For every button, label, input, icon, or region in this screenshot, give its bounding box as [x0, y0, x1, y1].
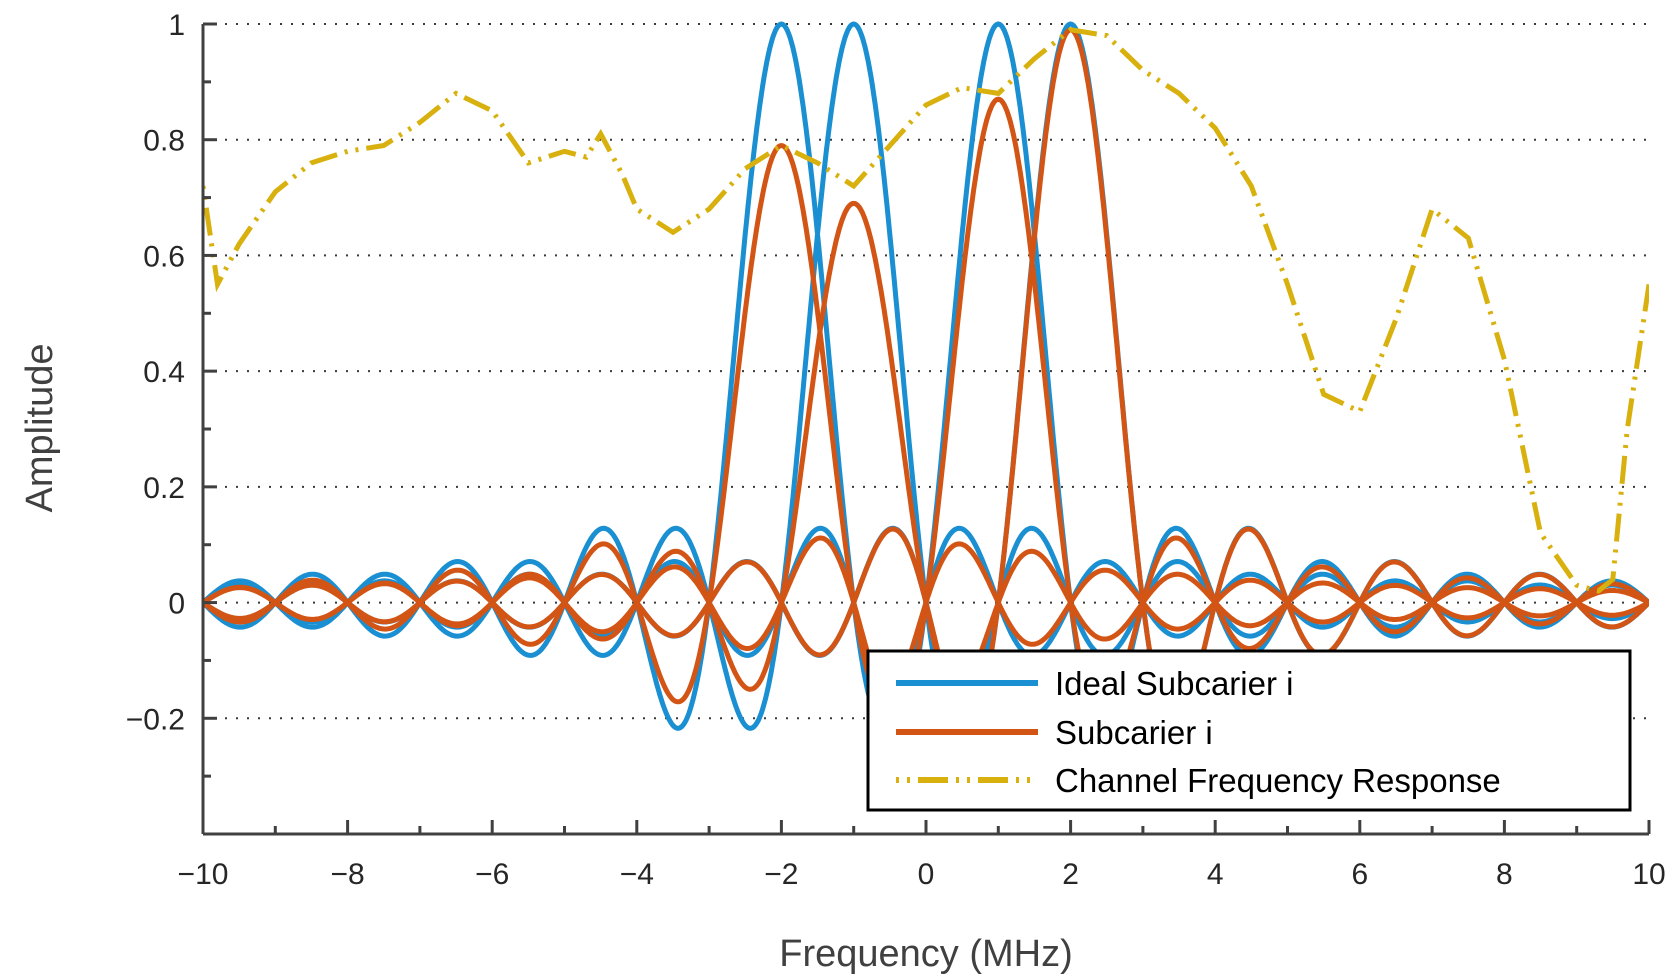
x-tick-label: −6 [475, 858, 509, 891]
x-tick-label: −8 [330, 858, 364, 891]
x-tick-label: −4 [620, 858, 654, 891]
ideal-subcarrier-line [203, 21, 1649, 731]
x-tick-label: 2 [1062, 858, 1079, 891]
legend: Ideal Subcarier i Subcarier i Channel Fr… [866, 649, 1632, 812]
axes: −10 −8 −6 −4 −2 0 2 4 6 8 10 −0.2 0 0.2 0.4 0.6 0.8 1 [126, 9, 1666, 891]
x-tick-label: −10 [178, 858, 229, 891]
y-tick-label: 0.6 [143, 240, 185, 273]
ideal-subcarrier-line [203, 21, 1649, 731]
legend-label-received: Subcarier i [1055, 714, 1213, 751]
x-tick-label: 6 [1351, 858, 1368, 891]
legend-label-channel: Channel Frequency Response [1055, 762, 1501, 799]
y-tick-label: 0 [168, 588, 185, 621]
x-tick-label: 0 [918, 858, 935, 891]
legend-label-ideal: Ideal Subcarier i [1055, 665, 1293, 702]
channel-response-line [203, 27, 1649, 594]
y-tick-label: 0.4 [143, 356, 185, 389]
x-axis-label: Frequency (MHz) [779, 933, 1073, 975]
y-tick-label: 1 [168, 9, 185, 42]
plot-area [203, 21, 1649, 731]
x-tick-label: 4 [1207, 858, 1224, 891]
ideal-subcarrier-line [203, 21, 1649, 731]
received-subcarrier-line [203, 27, 1649, 730]
x-tick-label: 8 [1496, 858, 1513, 891]
y-axis-label: Amplitude [19, 344, 61, 513]
y-tick-label: −0.2 [126, 703, 185, 736]
y-tick-label: 0.8 [143, 125, 185, 158]
x-tick-label: 10 [1632, 858, 1665, 891]
y-tick-label: 0.2 [143, 472, 185, 505]
ideal-subcarrier-line [203, 21, 1649, 731]
x-tick-label: −2 [764, 858, 798, 891]
